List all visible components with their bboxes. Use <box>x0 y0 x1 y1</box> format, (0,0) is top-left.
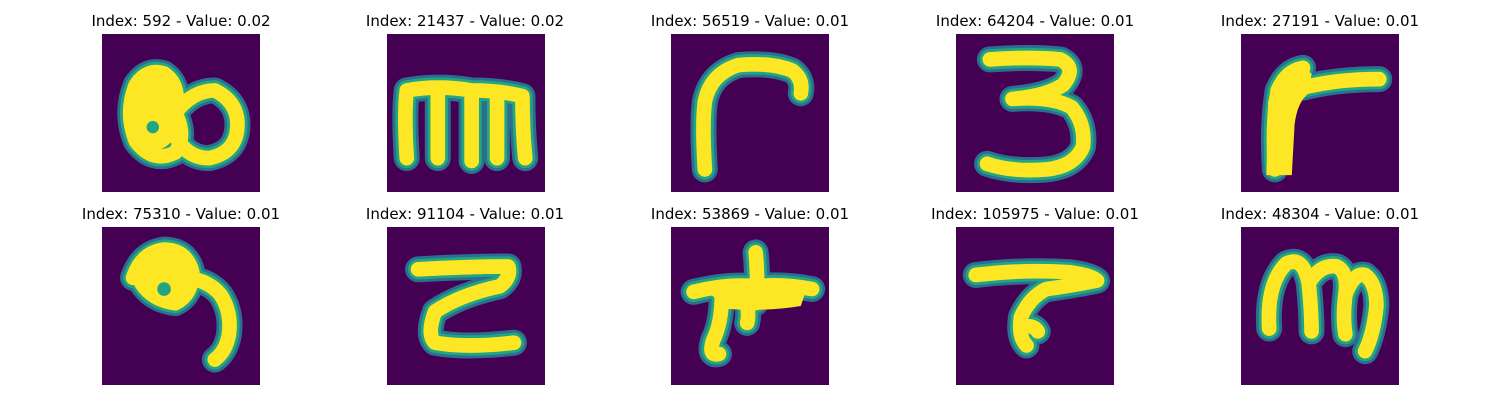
glyph-image <box>1241 34 1399 192</box>
panel-title: Index: 56519 - Value: 0.01 <box>650 12 850 30</box>
glyph-stroke <box>968 263 1105 353</box>
glyph-stroke <box>122 64 245 166</box>
panel-title: Index: 105975 - Value: 0.01 <box>931 205 1139 223</box>
glyph-image <box>956 227 1114 385</box>
glyph-fill <box>704 283 807 310</box>
glyph-image <box>956 34 1114 192</box>
panel-title: Index: 48304 - Value: 0.01 <box>1220 205 1420 223</box>
star-shape-glyph <box>680 239 826 368</box>
panel-title: Index: 53869 - Value: 0.01 <box>650 205 850 223</box>
m-shape-glyph <box>392 74 539 174</box>
panel-title: Index: 64204 - Value: 0.01 <box>935 12 1135 30</box>
glyph-stroke <box>410 259 522 353</box>
glyph-stroke <box>696 56 809 177</box>
angle-shape-glyph <box>1260 54 1393 183</box>
glyph-image <box>671 227 829 385</box>
glyph-stroke <box>979 50 1091 178</box>
blob-eight-glyph <box>117 59 251 172</box>
glyph-image <box>102 34 260 192</box>
glyph-stroke <box>1261 254 1384 359</box>
loop-shape-glyph <box>120 236 243 373</box>
glyph-image <box>1241 227 1399 385</box>
panel-title: Index: 27191 - Value: 0.01 <box>1220 12 1420 30</box>
panel-title: Index: 75310 - Value: 0.01 <box>81 205 281 223</box>
hook-shape-glyph <box>690 51 815 183</box>
glyph-image <box>387 34 545 192</box>
glyph-fill <box>1266 65 1312 176</box>
zigzag-shape-glyph <box>405 253 527 359</box>
m-cursive-shape-glyph <box>1255 248 1390 365</box>
panel-title: Index: 91104 - Value: 0.01 <box>365 205 565 223</box>
glyph-stroke <box>398 80 533 169</box>
panel-title: Index: 21437 - Value: 0.02 <box>365 12 565 30</box>
glyph-image <box>387 227 545 385</box>
panel-title: Index: 592 - Value: 0.02 <box>91 12 271 30</box>
glyph-fill <box>130 76 181 150</box>
glyph-fill <box>135 252 193 304</box>
t-shape-glyph <box>962 258 1111 359</box>
glyph-image <box>102 227 260 385</box>
three-shape-glyph <box>974 45 1097 184</box>
glyph-image <box>671 34 829 192</box>
